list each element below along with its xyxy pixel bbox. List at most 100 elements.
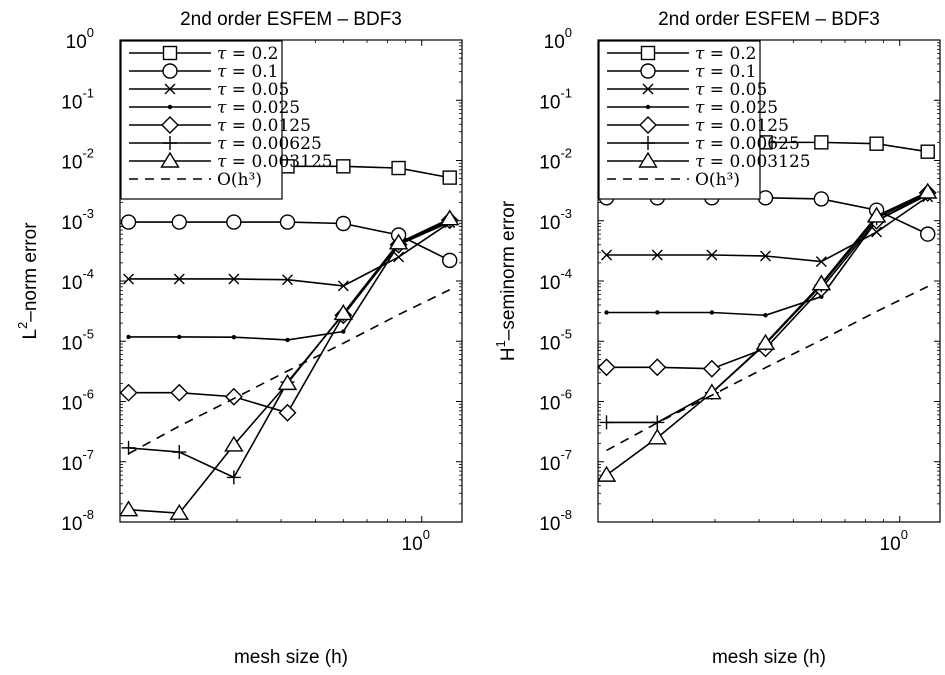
data-point xyxy=(871,226,883,238)
data-point xyxy=(760,250,771,262)
data-point xyxy=(336,159,351,174)
data-point xyxy=(228,273,240,285)
data-point xyxy=(120,214,137,230)
legend-marker xyxy=(640,45,656,61)
data-point xyxy=(120,383,138,402)
legend-marker xyxy=(645,104,651,110)
data-point xyxy=(599,415,614,430)
data-point xyxy=(869,136,884,151)
data-point xyxy=(391,160,406,176)
y-tick-label: 10-3 xyxy=(539,206,572,234)
data-point xyxy=(121,440,136,455)
legend-label: O(h³) xyxy=(695,170,740,190)
legend-entry: τ = 0.0125 xyxy=(129,116,311,136)
legend-marker xyxy=(642,83,654,95)
data-point xyxy=(224,435,244,452)
legend-marker xyxy=(640,63,656,79)
y-axis-label: L2–norm error xyxy=(15,222,41,340)
data-point xyxy=(439,209,460,226)
y-tick-label: 10-7 xyxy=(539,447,572,475)
data-point xyxy=(442,170,457,185)
legend-marker xyxy=(164,83,176,95)
legend-marker xyxy=(162,45,178,61)
y-tick-label: 10-5 xyxy=(61,326,94,354)
data-point xyxy=(172,445,187,460)
chart-title: 2nd order ESFEM – BDF3 xyxy=(658,9,880,30)
data-point xyxy=(813,191,830,207)
data-point xyxy=(177,334,182,340)
data-point xyxy=(866,206,887,223)
legend-marker xyxy=(638,151,658,168)
data-point xyxy=(226,214,242,230)
data-point xyxy=(231,334,237,340)
y-tick-label: 10-1 xyxy=(61,85,94,113)
series-x xyxy=(123,217,456,292)
legend-entry: O(h³) xyxy=(129,170,262,190)
legend-label: τ = 0.003125 xyxy=(695,152,811,172)
data-point xyxy=(920,144,935,159)
legend-label: O(h³) xyxy=(217,170,262,190)
data-point xyxy=(815,256,827,268)
y-tick-label: 10-3 xyxy=(61,206,94,234)
series-triangle xyxy=(598,182,938,482)
legend-entry: τ = 0.2 xyxy=(129,44,279,64)
legend-marker xyxy=(162,63,178,79)
data-point xyxy=(169,503,190,520)
chart-panel-1: 2nd order ESFEM – BDF3 100 10-1 10-2 10-3 10-… xyxy=(15,9,463,668)
legend-label: τ = 0.00625 xyxy=(217,134,322,154)
legend-label: τ = 0.025 xyxy=(217,98,300,118)
legend-entry: τ = 0.0125 xyxy=(607,116,789,136)
series-triangle xyxy=(120,209,460,520)
legend-label: τ = 0.2 xyxy=(695,44,757,64)
y-tick-label: 10-2 xyxy=(539,146,572,174)
legend-entry: τ = 0.00625 xyxy=(607,134,800,154)
legend-box xyxy=(598,40,761,200)
legend-entry: τ = 0.025 xyxy=(129,98,300,118)
legend-entry: τ = 0.003125 xyxy=(607,151,811,172)
y-tick-label: 10-1 xyxy=(539,85,572,113)
data-point xyxy=(285,337,290,343)
data-point xyxy=(333,304,354,321)
legend-entry: τ = 0.025 xyxy=(607,98,778,118)
y-tick-label: 10-5 xyxy=(539,326,572,354)
data-point xyxy=(702,359,721,378)
x-axis-label: mesh size (h) xyxy=(234,647,348,668)
data-point xyxy=(917,182,938,199)
legend-label: τ = 0.00625 xyxy=(695,134,800,154)
legend-entry: τ = 0.1 xyxy=(129,62,279,82)
data-point xyxy=(123,273,135,285)
y-tick-label: 10-4 xyxy=(61,266,94,294)
data-point xyxy=(604,310,609,315)
legend-label: τ = 0.2 xyxy=(217,44,279,64)
y-tick-label: 100 xyxy=(544,25,572,53)
legend-marker xyxy=(639,116,657,134)
legend-box xyxy=(120,40,283,200)
y-tick-label: 10-4 xyxy=(539,266,572,294)
data-point xyxy=(120,500,139,517)
y-tick-label: 10-6 xyxy=(539,387,572,415)
data-point xyxy=(763,313,768,318)
data-point xyxy=(282,274,293,286)
data-point xyxy=(171,214,187,230)
data-point xyxy=(706,249,718,261)
data-point xyxy=(601,249,613,261)
data-point xyxy=(655,310,660,315)
data-point xyxy=(226,470,241,485)
data-point xyxy=(647,428,668,445)
legend-marker xyxy=(163,136,177,150)
chart-panel-2: 2nd order ESFEM – BDF3 100 10-1 10-2 10-3 10-… xyxy=(493,9,941,668)
series-line xyxy=(128,218,451,479)
data-point xyxy=(598,465,617,482)
data-point xyxy=(277,374,298,391)
legend-label: τ = 0.1 xyxy=(217,62,279,82)
legend-marker xyxy=(167,104,173,110)
data-point xyxy=(442,252,458,269)
data-point xyxy=(755,333,776,350)
data-point xyxy=(702,383,722,400)
data-point xyxy=(709,310,715,315)
data-point xyxy=(279,214,296,230)
legend-entry: τ = 0.00625 xyxy=(129,134,322,154)
series-line xyxy=(128,289,451,455)
